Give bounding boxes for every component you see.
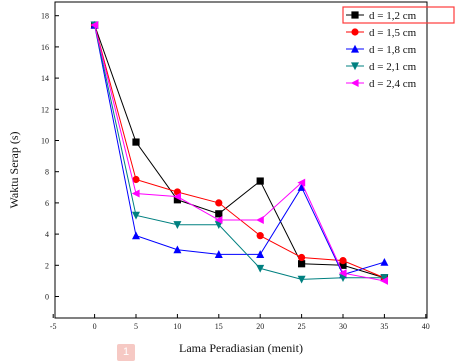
data-point bbox=[256, 264, 265, 273]
data-point bbox=[298, 253, 306, 262]
series-line bbox=[94, 24, 385, 279]
y-tick-label: 4 bbox=[45, 230, 49, 239]
data-point bbox=[215, 210, 223, 218]
y-tick-label: 8 bbox=[45, 168, 49, 177]
series-2 bbox=[91, 21, 388, 282]
data-point bbox=[297, 275, 306, 284]
plot-frame bbox=[54, 1, 428, 319]
legend-label: d = 2,4 cm bbox=[369, 78, 417, 90]
data-point bbox=[90, 21, 99, 30]
legend-highlight bbox=[342, 6, 455, 24]
x-tick-label: -5 bbox=[50, 322, 57, 331]
x-tick-label: 0 bbox=[93, 322, 97, 331]
data-point bbox=[173, 245, 182, 254]
data-point bbox=[132, 138, 140, 146]
series-line bbox=[94, 24, 385, 280]
legend-label: d = 2,1 cm bbox=[369, 61, 417, 73]
x-tick-label: 40 bbox=[422, 322, 430, 331]
y-tick-label: 12 bbox=[41, 105, 49, 114]
legend-item: d = 1,5 cm bbox=[346, 27, 417, 39]
series-5 bbox=[90, 21, 388, 285]
x-tick-label: 10 bbox=[173, 322, 181, 331]
data-point bbox=[214, 216, 223, 225]
x-tick-label: 5 bbox=[134, 322, 138, 331]
x-tick-label: 25 bbox=[298, 322, 306, 331]
x-tick-label: 35 bbox=[380, 322, 388, 331]
y-tick-label: 14 bbox=[41, 74, 49, 83]
data-point bbox=[256, 232, 264, 240]
data-point bbox=[256, 216, 264, 225]
x-tick-label: 15 bbox=[215, 322, 223, 331]
legend-item: d = 2,4 cm bbox=[346, 78, 417, 90]
series-3 bbox=[90, 20, 389, 279]
legend-label: d = 1,5 cm bbox=[369, 27, 417, 39]
legend-item: d = 1,2 cm bbox=[342, 6, 455, 24]
legend-label: d = 1,2 cm bbox=[369, 10, 417, 22]
data-point bbox=[214, 250, 223, 258]
data-point bbox=[297, 183, 306, 191]
y-tick-label: 18 bbox=[41, 12, 49, 21]
data-point bbox=[256, 250, 265, 258]
data-point bbox=[132, 231, 140, 240]
data-point bbox=[256, 177, 264, 185]
y-tick-label: 10 bbox=[41, 137, 49, 146]
series-1 bbox=[91, 21, 388, 282]
y-tick-label: 2 bbox=[45, 261, 49, 270]
legend-marker bbox=[351, 62, 359, 71]
data-point bbox=[173, 196, 181, 204]
x-tick-label: 20 bbox=[256, 322, 264, 331]
legend-marker bbox=[351, 11, 359, 19]
legend-marker bbox=[350, 79, 359, 87]
series-4 bbox=[90, 21, 389, 284]
data-point bbox=[380, 274, 389, 282]
legend-marker bbox=[351, 28, 359, 36]
series-line bbox=[94, 24, 385, 276]
data-point bbox=[380, 257, 389, 266]
y-tick-label: 0 bbox=[45, 293, 49, 302]
data-point bbox=[338, 269, 347, 278]
data-point bbox=[132, 211, 140, 220]
y-axis-title: Waktu Serap (s) bbox=[7, 131, 21, 208]
y-tick-label: 16 bbox=[41, 43, 49, 52]
data-point bbox=[339, 261, 347, 269]
page-number-badge: 1 bbox=[117, 344, 135, 361]
y-tick-label: 6 bbox=[45, 199, 49, 208]
series-line bbox=[94, 24, 385, 282]
x-tick-label: 30 bbox=[339, 322, 347, 331]
data-point bbox=[297, 178, 306, 187]
data-point bbox=[132, 175, 140, 184]
data-point bbox=[131, 189, 140, 198]
legend-marker bbox=[351, 44, 359, 53]
data-point bbox=[173, 221, 182, 229]
legend-item: d = 2,1 cm bbox=[346, 61, 417, 73]
data-point bbox=[380, 276, 388, 285]
legend-label: d = 1,8 cm bbox=[369, 44, 417, 56]
data-point bbox=[339, 257, 347, 265]
data-point bbox=[215, 199, 223, 207]
x-axis-title: Lama Peradiasian (menit) bbox=[179, 341, 303, 355]
series-line bbox=[94, 24, 385, 279]
legend: d = 1,2 cm d = 1,5 cm d = 1,8 cm d = 2,1 cm… bbox=[342, 6, 455, 90]
data-point bbox=[173, 192, 181, 201]
legend-item: d = 1,8 cm bbox=[346, 44, 417, 56]
data-point bbox=[298, 260, 306, 268]
